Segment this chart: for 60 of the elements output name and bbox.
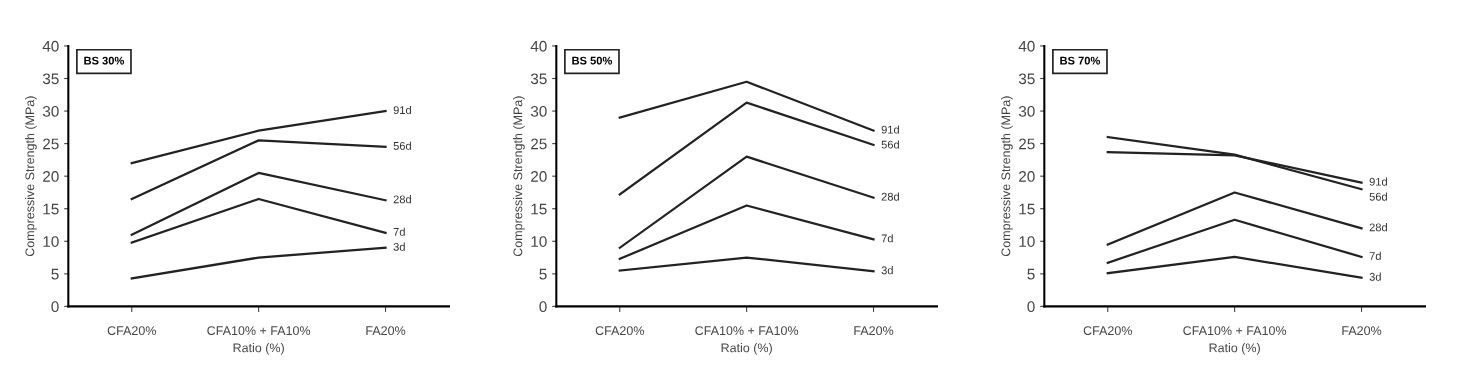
y-tick-label: 25 — [531, 138, 547, 150]
series-label: 3d — [881, 266, 893, 275]
y-tick-label: 0 — [1027, 301, 1035, 313]
y-tick-label: 15 — [43, 203, 59, 215]
x-tick-label: FA20% — [854, 326, 894, 336]
y-tick-label: 10 — [43, 236, 59, 247]
y-tick-label: 5 — [51, 268, 59, 280]
x-tick-label: CFA20% — [1083, 326, 1132, 336]
series-label: 91d — [393, 105, 411, 115]
text: BS 50% — [572, 56, 613, 65]
y-tick-label: 40 — [530, 40, 547, 52]
x-tick-label: CFA10% + FA10% — [1183, 326, 1287, 336]
series-label: 28d — [393, 195, 411, 204]
y-tick-label: 0 — [51, 301, 59, 313]
y-tick-label: 5 — [1027, 268, 1035, 280]
x-tick-label: FA20% — [366, 326, 406, 336]
y-tick-label: 35 — [1018, 73, 1035, 85]
y-axis-title: Compressive Strength (MPa) — [1001, 96, 1013, 257]
series-label: 7d — [881, 234, 893, 243]
series-label: 3d — [393, 242, 405, 251]
series-label: 56d — [1369, 192, 1387, 201]
series-label: 91d — [881, 125, 899, 134]
y-tick-label: 30 — [530, 105, 547, 117]
y-tick-label: 20 — [531, 171, 547, 182]
x-axis-title: Ratio (%) — [721, 343, 772, 355]
y-tick-label: 15 — [531, 203, 547, 215]
y-tick-label: 40 — [1018, 40, 1035, 52]
series-label: 56d — [881, 140, 899, 149]
x-axis-title: Ratio (%) — [1209, 343, 1260, 355]
x-tick-label: CFA20% — [595, 326, 644, 336]
y-tick-label: 25 — [43, 138, 59, 150]
y-tick-label: 35 — [530, 73, 547, 85]
y-tick-label: 30 — [1018, 105, 1035, 117]
y-axis-title: Compressive Strength (MPa) — [513, 96, 525, 257]
series-label: 3d — [1369, 272, 1381, 281]
y-tick-label: 40 — [42, 40, 59, 52]
y-tick-label: 35 — [42, 73, 59, 85]
y-tick-label: 20 — [43, 171, 59, 182]
y-tick-label: 0 — [539, 301, 547, 313]
x-tick-label: CFA20% — [107, 326, 156, 336]
x-tick-label: FA20% — [1342, 326, 1382, 336]
series-label: 28d — [881, 192, 899, 201]
series-label: 28d — [1369, 223, 1387, 232]
y-tick-label: 30 — [42, 105, 59, 117]
y-tick-label: 10 — [531, 236, 547, 247]
series-label: 91d — [1369, 177, 1387, 186]
x-tick-label: CFA10% + FA10% — [207, 326, 311, 336]
series-label: 7d — [1369, 251, 1381, 260]
text: BS 30% — [84, 56, 125, 65]
series-label: 7d — [393, 227, 405, 236]
y-tick-label: 25 — [1019, 138, 1035, 150]
x-axis-title: Ratio (%) — [233, 343, 284, 355]
series-label: 56d — [393, 141, 411, 150]
y-tick-label: 5 — [539, 268, 547, 280]
x-tick-label: CFA10% + FA10% — [695, 326, 799, 336]
y-tick-label: 20 — [1019, 171, 1035, 182]
y-tick-label: 15 — [1019, 203, 1035, 215]
y-tick-label: 10 — [1019, 236, 1035, 247]
y-axis-title: Compressive Strength (MPa) — [25, 96, 37, 257]
text: BS 70% — [1060, 56, 1101, 65]
